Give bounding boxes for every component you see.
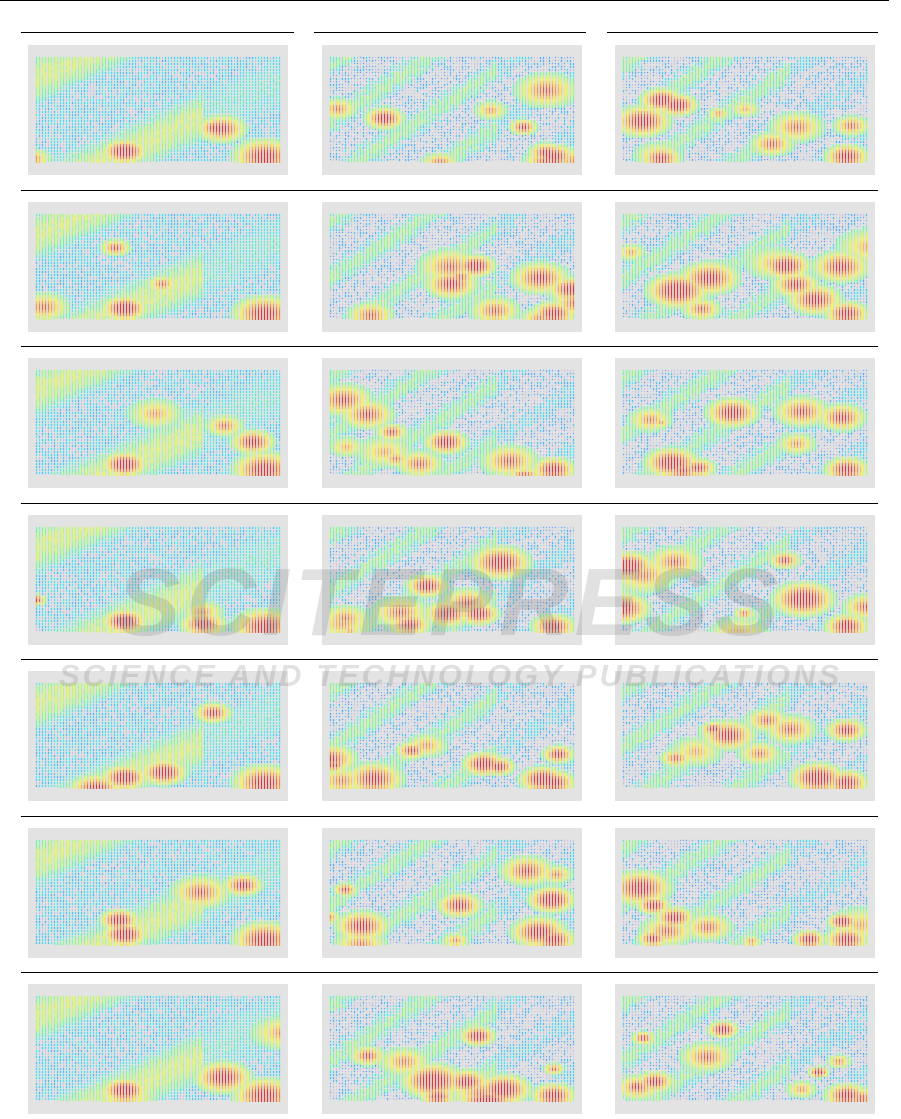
vector-field-panel (615, 45, 875, 175)
vector-field-panel (615, 201, 875, 332)
vector-field-panel (322, 514, 582, 645)
row-rule (21, 346, 878, 347)
vector-field-panel (322, 671, 582, 801)
vector-field-panel (28, 45, 288, 175)
vector-field-plot (328, 994, 576, 1102)
vector-field-panel (28, 514, 288, 645)
vector-field-plot (328, 55, 576, 163)
vector-field-plot (328, 368, 576, 476)
vector-field-panel (322, 45, 582, 175)
column-rule (314, 32, 586, 33)
vector-field-panel (615, 514, 875, 645)
column-rule (21, 32, 294, 33)
vector-field-plot (621, 681, 869, 789)
vector-field-panel (615, 984, 875, 1114)
vector-field-panel (322, 827, 582, 958)
vector-field-panel (615, 827, 875, 958)
vector-field-panel (322, 984, 582, 1114)
row-rule (21, 502, 878, 504)
vector-field-plot (34, 368, 282, 476)
vector-field-plot (328, 837, 576, 946)
vector-field-panel (322, 358, 582, 488)
vector-field-panel (615, 671, 875, 801)
vector-field-plot (621, 368, 869, 476)
vector-field-panel (28, 201, 288, 332)
vector-field-panel (322, 201, 582, 332)
vector-field-panel (28, 984, 288, 1114)
column-rule (607, 32, 878, 33)
vector-field-plot (621, 211, 869, 320)
vector-field-plot (34, 55, 282, 163)
vector-field-plot (34, 524, 282, 633)
vector-field-plot (621, 994, 869, 1102)
vector-field-panel (28, 358, 288, 488)
vector-field-plot (34, 837, 282, 946)
vector-field-plot (328, 524, 576, 633)
row-rule (21, 815, 878, 817)
row-rule (21, 659, 878, 660)
vector-field-plot (621, 55, 869, 163)
vector-field-plot (34, 211, 282, 320)
vector-field-panel (28, 671, 288, 801)
vector-field-plot (328, 681, 576, 789)
vector-field-panel (28, 827, 288, 958)
row-rule (21, 972, 878, 973)
row-rule (21, 189, 878, 191)
vector-field-plot (34, 681, 282, 789)
top-rule (0, 0, 889, 1)
vector-field-plot (328, 211, 576, 320)
vector-field-plot (621, 524, 869, 633)
vector-field-plot (621, 837, 869, 946)
vector-field-plot (34, 994, 282, 1102)
vector-field-panel (615, 358, 875, 488)
